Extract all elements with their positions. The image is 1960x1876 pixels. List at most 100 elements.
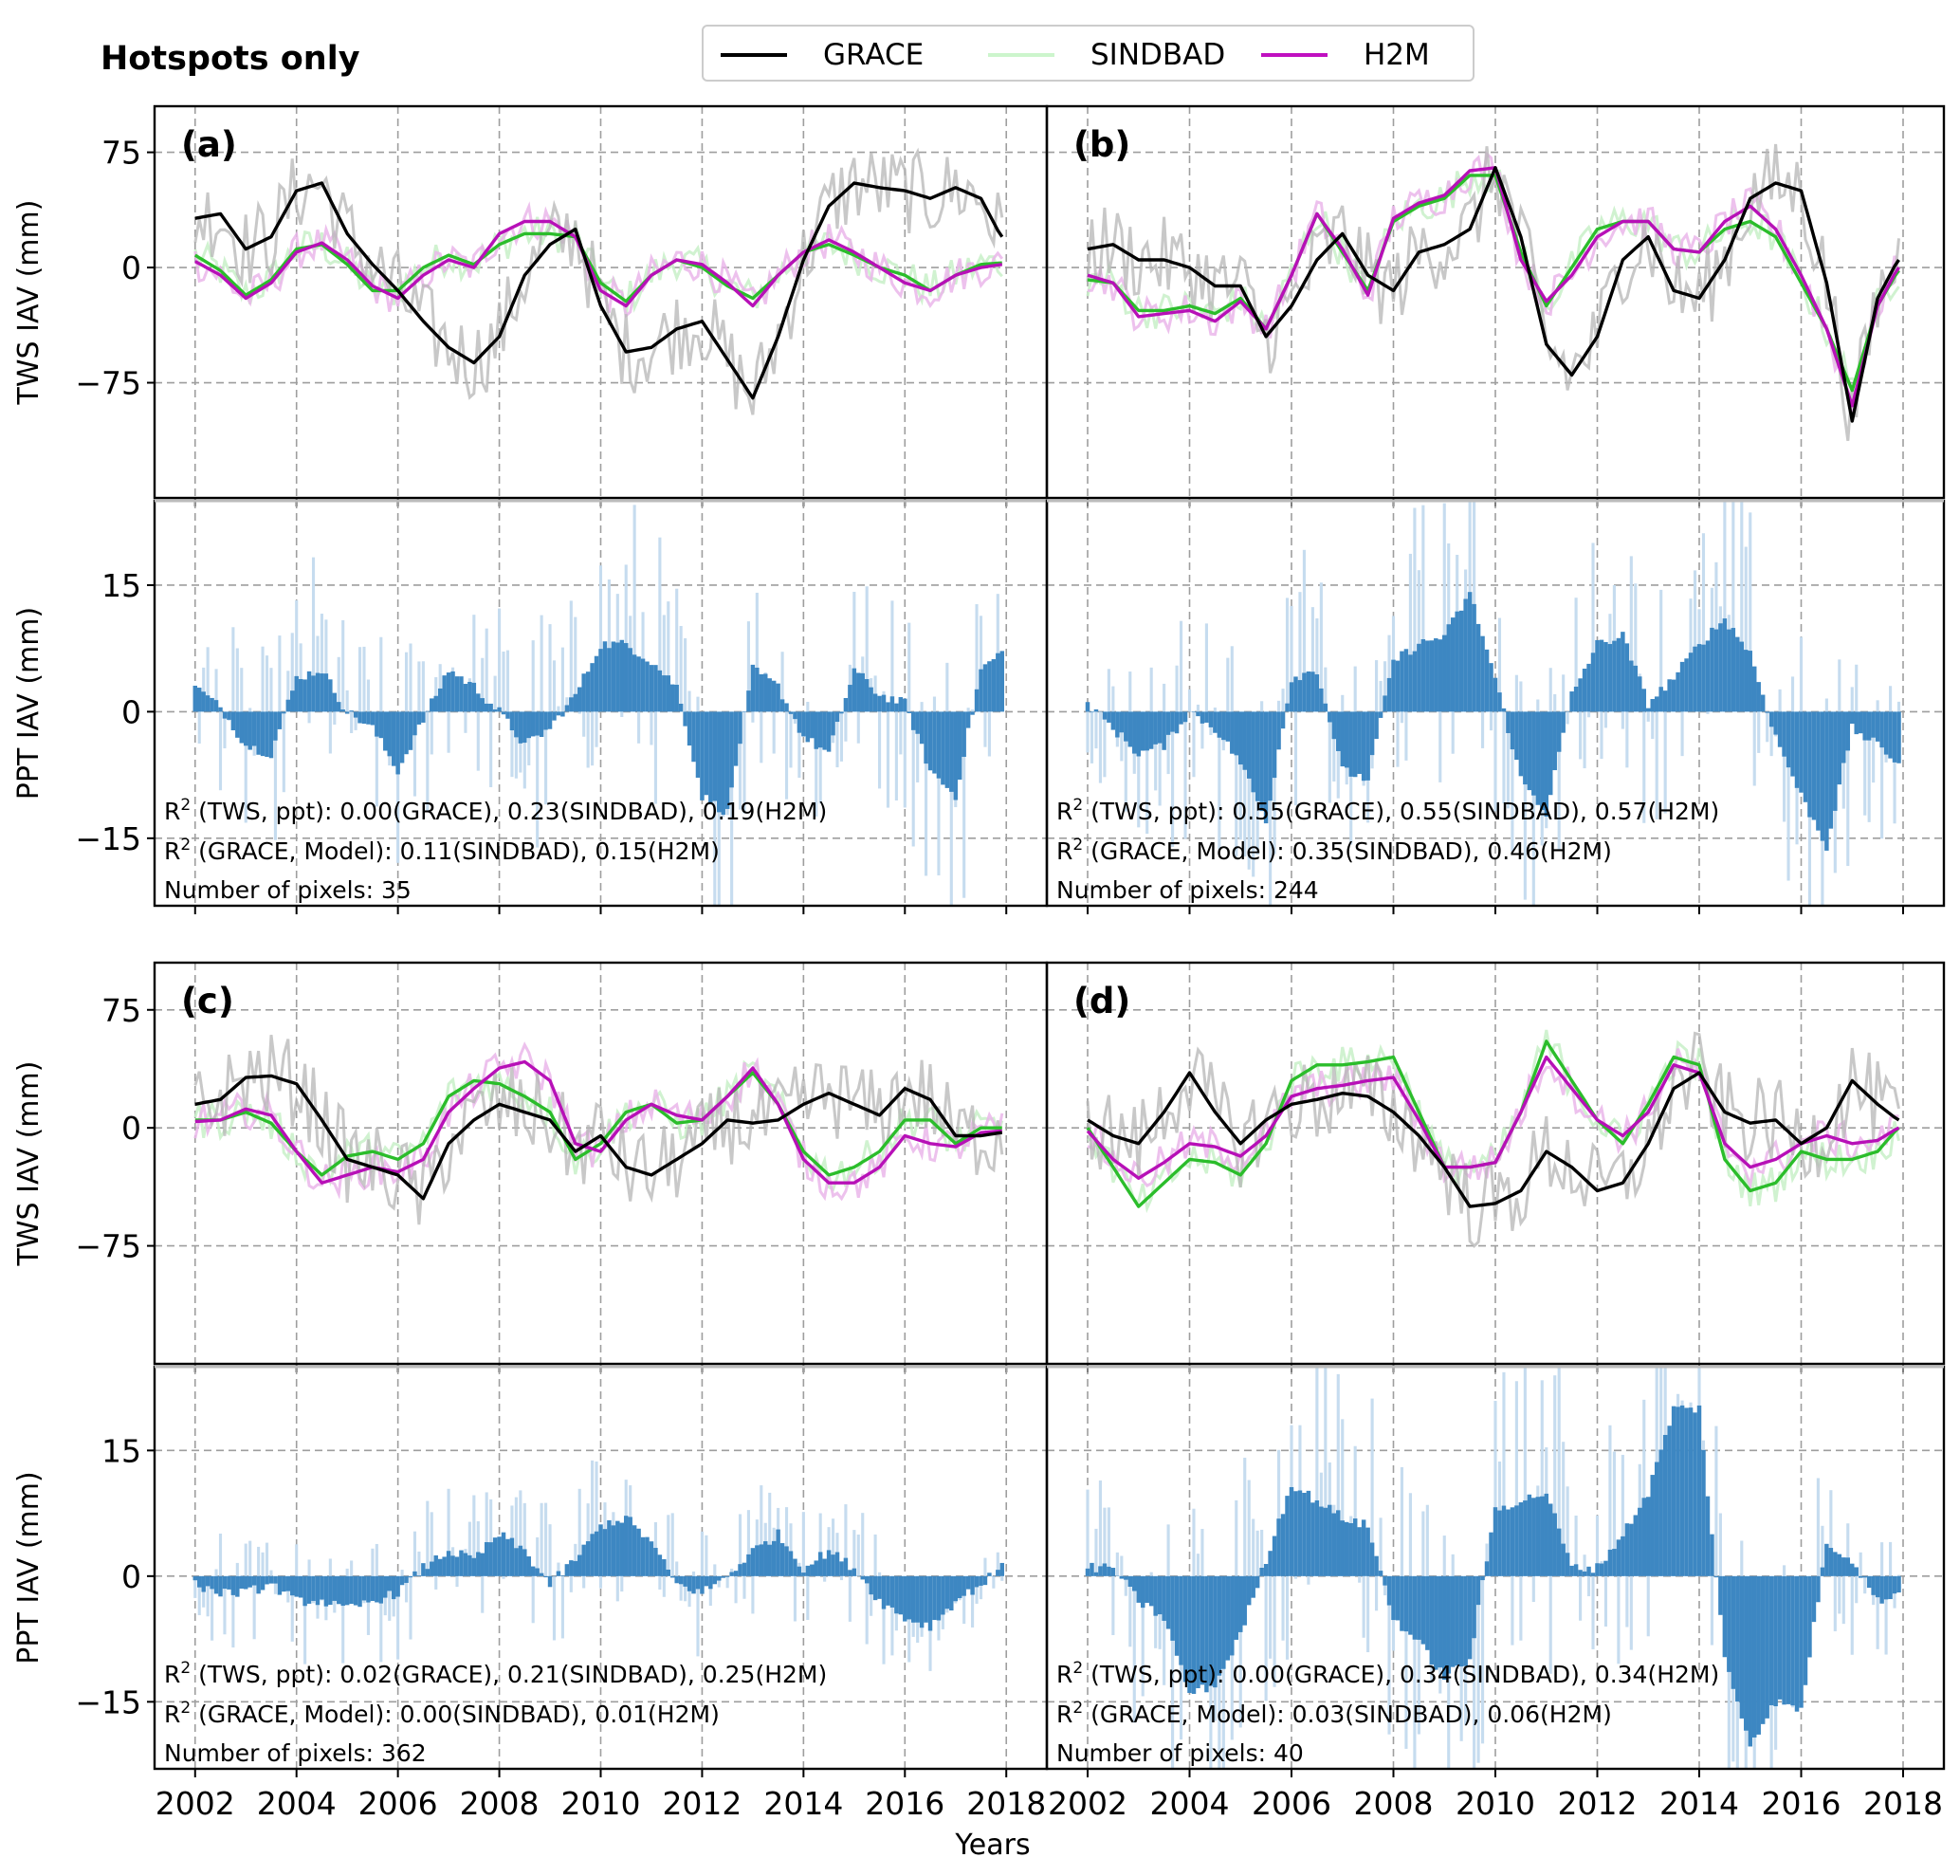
bar-ppt-monthly <box>1400 711 1404 724</box>
bar-ppt-monthly <box>527 711 531 765</box>
bar-ppt-monthly <box>1566 1486 1569 1576</box>
bar-ppt-smoothed <box>810 1564 815 1576</box>
bar-ppt-smoothed <box>1259 711 1264 812</box>
bar-ppt-smoothed <box>218 1575 223 1597</box>
bar-ppt-monthly <box>966 708 970 712</box>
bar-ppt-smoothed <box>1438 639 1443 712</box>
bar-ppt-monthly <box>299 643 302 712</box>
bar-ppt-smoothed <box>1756 682 1761 712</box>
bar-ppt-monthly <box>303 1575 307 1664</box>
bar-ppt-monthly <box>324 619 328 712</box>
bar-ppt-smoothed <box>1417 643 1421 712</box>
bar-ppt-monthly <box>667 1515 670 1576</box>
bar-ppt-smoothed <box>239 1575 245 1589</box>
bar-ppt-smoothed <box>340 1575 345 1607</box>
bar-ppt-monthly <box>261 646 265 712</box>
bar-ppt-smoothed <box>1803 1575 1808 1685</box>
bar-ppt-smoothed <box>1638 1507 1642 1576</box>
bar-ppt-smoothed <box>1472 1575 1476 1639</box>
y-tick-label: 75 <box>101 135 141 172</box>
bar-ppt-monthly <box>598 1575 603 1589</box>
bar-ppt-monthly <box>421 661 425 712</box>
bar-ppt-smoothed <box>1744 650 1749 712</box>
bar-ppt-smoothed <box>919 711 925 745</box>
bar-ppt-smoothed <box>848 685 852 712</box>
bar-ppt-monthly <box>818 711 822 804</box>
bar-ppt-monthly <box>1111 686 1115 712</box>
bar-ppt-smoothed <box>1293 1491 1298 1576</box>
bar-ppt-smoothed <box>864 679 870 712</box>
plot-area <box>1085 1367 1901 1769</box>
bar-ppt-smoothed <box>645 661 650 712</box>
bar-ppt-monthly <box>684 637 687 712</box>
bar-ppt-smoothed <box>378 1575 384 1604</box>
bar-ppt-smoothed <box>302 1575 307 1607</box>
bar-ppt-monthly <box>1230 1575 1234 1740</box>
bar-ppt-smoothed <box>1556 711 1562 752</box>
bar-ppt-smoothed <box>1153 711 1158 745</box>
bar-ppt-smoothed <box>1369 711 1375 756</box>
bar-ppt-monthly <box>1714 1425 1718 1576</box>
bar-ppt-smoothed <box>375 1575 379 1603</box>
bar-ppt-smoothed <box>657 1554 663 1576</box>
bar-ppt-smoothed <box>1255 711 1260 801</box>
bar-ppt-smoothed <box>649 665 654 712</box>
bar-ppt-monthly <box>949 711 953 906</box>
bar-ppt-monthly <box>1328 711 1331 803</box>
annotation-text: R2 (GRACE, Model): 0.11(SINDBAD), 0.15(H… <box>164 836 720 865</box>
bar-ppt-smoothed <box>1420 1575 1426 1645</box>
bar-ppt-smoothed <box>361 711 367 725</box>
bar-ppt-monthly <box>1417 570 1420 712</box>
bar-ppt-smoothed <box>1527 711 1532 791</box>
bar-ppt-smoothed <box>302 679 307 712</box>
bar-ppt-smoothed <box>590 663 595 712</box>
bar-ppt-smoothed <box>1658 687 1663 712</box>
bar-ppt-monthly <box>1290 605 1293 712</box>
bar-ppt-smoothed <box>822 711 827 750</box>
bar-ppt-monthly <box>240 1575 244 1576</box>
bar-ppt-monthly <box>1243 1457 1247 1576</box>
bar-ppt-monthly <box>768 1492 772 1576</box>
bar-ppt-smoothed <box>817 711 823 748</box>
bar-ppt-smoothed <box>1621 632 1625 712</box>
bar-ppt-smoothed <box>395 711 400 775</box>
bar-ppt-smoothed <box>788 1551 794 1576</box>
bar-ppt-monthly <box>1603 711 1608 728</box>
bar-ppt-smoothed <box>632 654 637 712</box>
bar-ppt-monthly <box>211 1575 214 1641</box>
bar-ppt-monthly <box>1000 1575 1004 1581</box>
bar-ppt-monthly <box>1298 592 1302 712</box>
bar-ppt-smoothed <box>678 703 684 712</box>
bar-ppt-smoothed <box>1157 1575 1163 1615</box>
bar-ppt-smoothed <box>619 1522 625 1576</box>
annotation-rest: (TWS, ppt): 0.00(GRACE), 0.23(SINDBAD), … <box>191 798 827 825</box>
bar-ppt-monthly <box>248 708 252 712</box>
bar-ppt-smoothed <box>1820 1567 1825 1576</box>
x-tick-label: 2014 <box>763 1785 843 1822</box>
bar-ppt-monthly <box>1600 711 1603 760</box>
bar-ppt-monthly <box>1872 711 1876 783</box>
bar-ppt-monthly <box>1349 711 1353 845</box>
bar-ppt-smoothed <box>831 711 835 736</box>
bar-ppt-smoothed <box>1696 1405 1702 1576</box>
bar-ppt-monthly <box>307 1559 311 1576</box>
bar-ppt-monthly <box>1642 711 1646 823</box>
bar-ppt-smoothed <box>721 711 725 816</box>
bar-ppt-smoothed <box>585 671 591 712</box>
bar-ppt-smoothed <box>1306 1490 1311 1576</box>
bar-ppt-smoothed <box>852 1568 857 1576</box>
line-grace-monthly <box>1086 143 1900 441</box>
bar-ppt-monthly <box>536 1536 540 1576</box>
bar-ppt-monthly <box>552 660 557 712</box>
bar-ppt-monthly <box>544 711 548 805</box>
bar-ppt-smoothed <box>332 1575 338 1601</box>
bar-ppt-smoothed <box>1352 711 1358 778</box>
bar-ppt-smoothed <box>1582 1571 1587 1576</box>
bar-ppt-smoothed <box>1225 711 1231 742</box>
bar-ppt-smoothed <box>982 664 988 712</box>
bar-ppt-monthly <box>337 656 340 712</box>
bar-ppt-smoothed <box>602 1529 608 1576</box>
bar-ppt-monthly <box>620 1575 624 1592</box>
bar-ppt-smoothed <box>1085 702 1090 712</box>
bar-ppt-monthly <box>1442 503 1446 712</box>
